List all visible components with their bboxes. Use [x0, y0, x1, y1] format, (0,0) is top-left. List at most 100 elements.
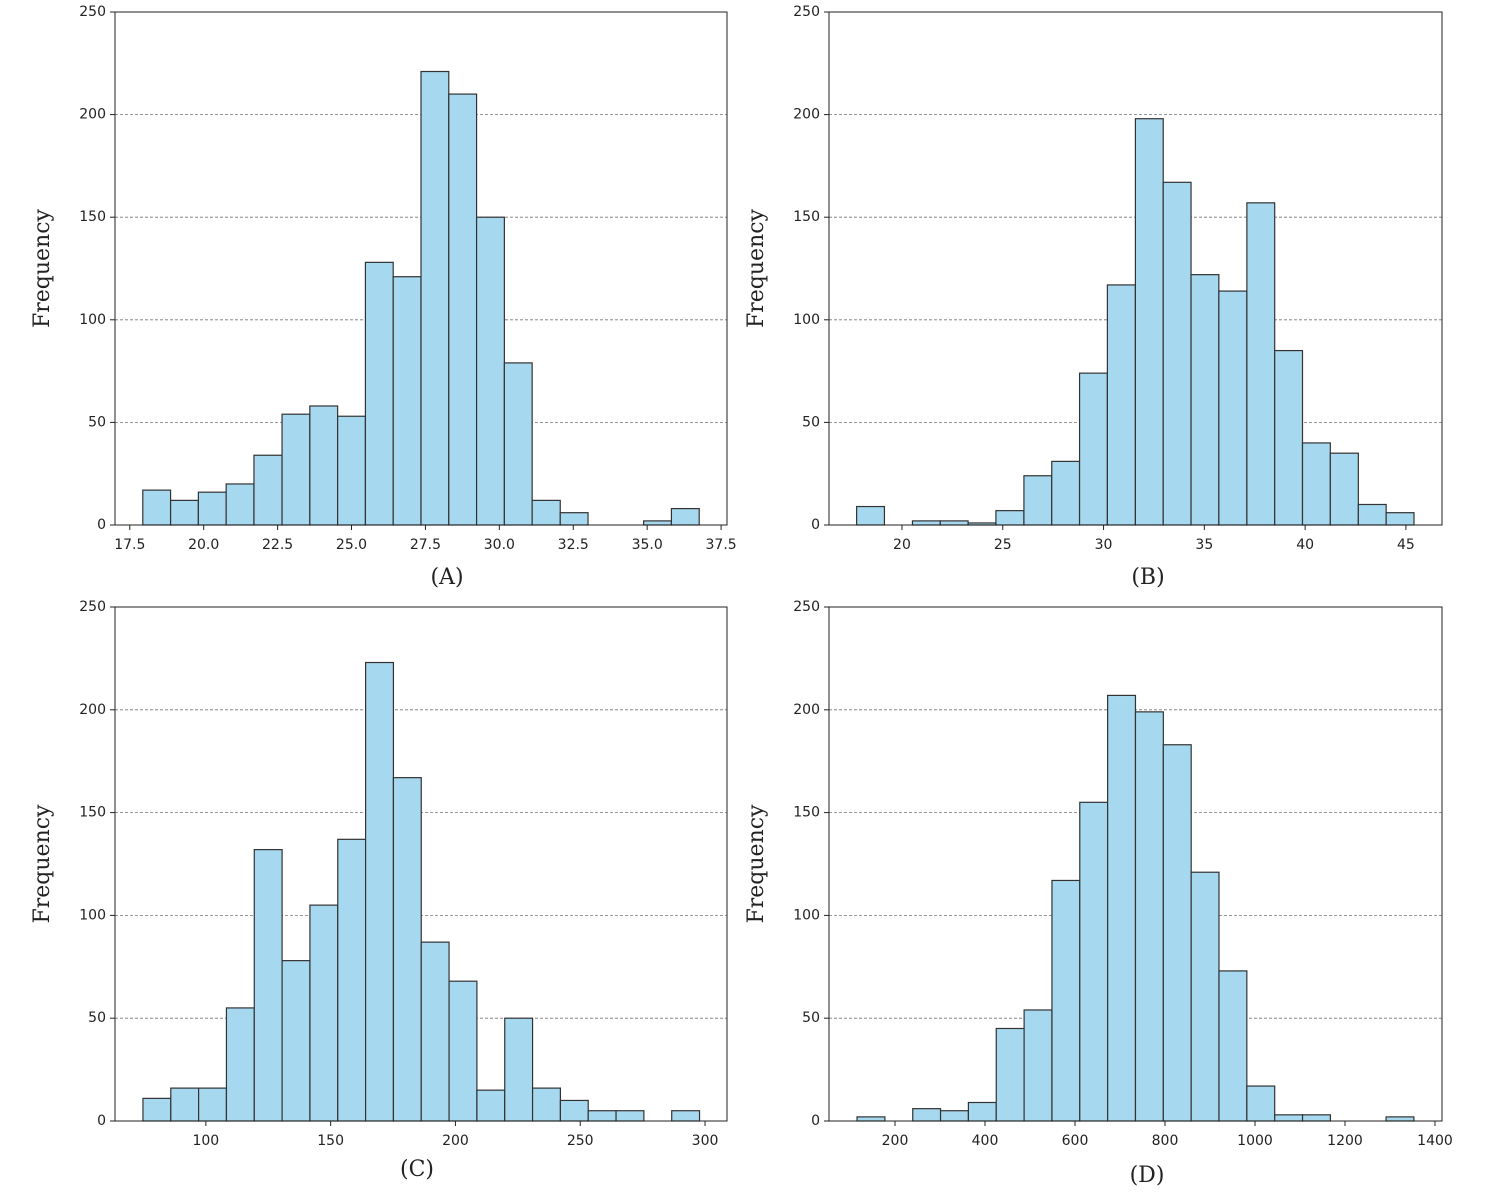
bar [670, 507, 700, 526]
bar [142, 1097, 172, 1122]
bar [939, 1110, 970, 1122]
y-tick-label: 250 [79, 599, 106, 615]
bar [1218, 290, 1248, 526]
bar [364, 661, 395, 1122]
bar [856, 505, 886, 526]
bar [1274, 349, 1304, 526]
plot-frame [114, 11, 728, 526]
x-tick-label: 27.5 [410, 537, 441, 553]
plot-frame [828, 11, 1443, 526]
bar [912, 1108, 942, 1122]
bar [392, 276, 422, 526]
x-tick-label: 25 [994, 537, 1012, 553]
bar [170, 1087, 200, 1122]
caption: (B) [1131, 565, 1164, 590]
bar [587, 1110, 617, 1122]
bar [995, 1027, 1025, 1122]
bar [169, 499, 199, 526]
bar [281, 960, 311, 1122]
bar [1190, 274, 1220, 526]
x-tick-label: 37.5 [706, 537, 737, 553]
bar [420, 941, 450, 1122]
bar [1051, 879, 1081, 1122]
bar [392, 777, 422, 1122]
x-tick-label: 150 [317, 1133, 344, 1149]
bar [197, 491, 227, 526]
y-tick-label: 50 [88, 1010, 106, 1026]
bar [448, 980, 478, 1122]
x-tick-label: 400 [972, 1133, 999, 1149]
bar [1218, 970, 1248, 1122]
y-axis-label: Frequency [744, 804, 769, 924]
x-tick-label: 200 [442, 1133, 469, 1149]
caption: (C) [400, 1157, 434, 1182]
y-tick-label: 200 [793, 702, 820, 718]
bar [1023, 1009, 1053, 1122]
bar [448, 93, 478, 526]
bar [967, 1101, 997, 1122]
bar [643, 520, 673, 526]
bar [1079, 801, 1109, 1122]
plot-frame [828, 606, 1443, 1122]
x-tick-label: 800 [1152, 1133, 1179, 1149]
x-tick-label: 35.0 [632, 537, 663, 553]
y-tick-label: 200 [793, 107, 820, 123]
bar [1078, 372, 1108, 526]
bar [1329, 452, 1359, 526]
x-tick-label: 300 [692, 1133, 719, 1149]
bar [503, 362, 533, 526]
x-tick-label: 30 [1095, 537, 1113, 553]
y-tick-label: 0 [811, 517, 820, 533]
caption: (D) [1130, 1163, 1165, 1188]
y-tick-label: 200 [79, 107, 106, 123]
bar [1274, 1114, 1304, 1122]
bar [1246, 202, 1276, 526]
y-tick-label: 50 [88, 414, 106, 430]
bar [1190, 871, 1220, 1122]
x-tick-label: 20 [893, 537, 911, 553]
x-tick-label: 1400 [1417, 1133, 1453, 1149]
x-tick-label: 45 [1397, 537, 1415, 553]
bar [1162, 181, 1192, 526]
y-tick-label: 150 [793, 209, 820, 225]
bar [476, 1089, 506, 1122]
bar [1162, 744, 1192, 1122]
bar [1385, 1116, 1415, 1122]
bar [1385, 512, 1415, 526]
y-tick-label: 100 [793, 312, 820, 328]
y-tick-label: 100 [79, 312, 106, 328]
plot-frame [114, 606, 728, 1122]
bar [475, 216, 505, 526]
y-tick-label: 250 [793, 4, 820, 20]
y-tick-label: 150 [79, 209, 106, 225]
bar [1246, 1085, 1276, 1122]
x-tick-label: 25.0 [336, 537, 367, 553]
bar [911, 520, 941, 526]
bar [1023, 475, 1053, 526]
bar [559, 512, 589, 526]
y-tick-label: 250 [79, 4, 106, 20]
bar [1134, 711, 1164, 1122]
x-tick-label: 20.0 [188, 537, 219, 553]
bar [142, 489, 172, 526]
x-tick-label: 35 [1195, 537, 1213, 553]
bar [364, 261, 394, 526]
caption: (A) [430, 565, 463, 590]
bar [420, 70, 450, 526]
y-tick-label: 150 [79, 805, 106, 821]
bar [225, 483, 255, 526]
y-tick-label: 150 [793, 805, 820, 821]
bar [1134, 118, 1164, 526]
y-tick-label: 100 [79, 907, 106, 923]
bar [671, 1110, 701, 1122]
y-axis-label: Frequency [30, 208, 55, 328]
y-tick-label: 0 [97, 1113, 106, 1129]
x-tick-label: 1200 [1327, 1133, 1363, 1149]
x-tick-label: 100 [192, 1133, 219, 1149]
x-tick-label: 17.5 [114, 537, 145, 553]
bar [995, 510, 1025, 526]
bar [337, 415, 367, 526]
y-axis-label: Frequency [30, 804, 55, 924]
bar [1051, 460, 1081, 526]
x-tick-label: 30.0 [484, 537, 515, 553]
